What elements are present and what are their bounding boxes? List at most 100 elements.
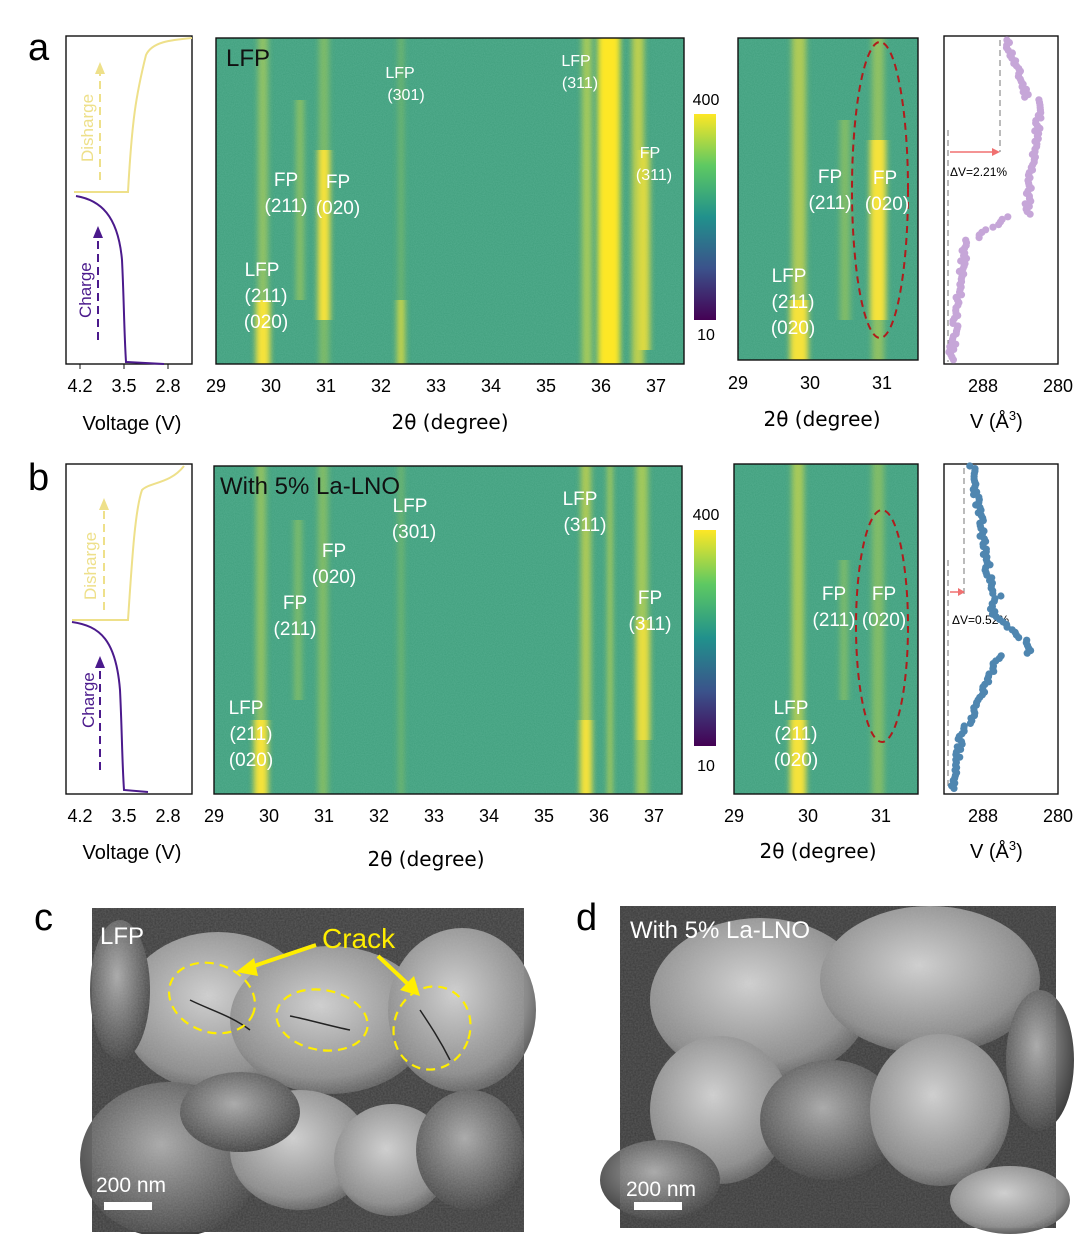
crack-arrowhead [236,958,258,976]
x-tick: 31 [872,373,892,393]
panel-letter: b [28,457,49,499]
peak-label-line: (211) [772,292,815,313]
peak-label-line: (211) [775,724,818,745]
voltage-tick: 3.5 [111,376,136,396]
peak-label-line: LFP [245,260,280,281]
peak-label-line: FP [326,172,350,193]
panel-letter: c [34,897,53,939]
peak-label: LFP (211) (020) [229,698,274,771]
charge-arrowhead [95,656,105,668]
voltage-profile: Disharge Charge 4.2 3.5 2.8 Voltage (V) [65,463,193,864]
voltage-profile: Disharge Charge 4.2 3.5 2.8 Voltage (V) [65,35,193,435]
volume-tick: 280 [1043,806,1073,826]
discharge-arrowhead [95,62,105,74]
zoom-peak-label: FP (020) [862,584,906,631]
x-tick: 31 [871,806,891,826]
x-tick: 31 [316,376,336,396]
peak-label: FP (020) [316,172,360,219]
highlight-ellipse [855,509,909,743]
peak-label-line: LFP [561,53,590,70]
peak-label-line: (020) [316,198,360,219]
voltage-axis-label: Voltage (V) [83,413,182,435]
peak-label-line: LFP [229,698,264,719]
discharge-arrowhead [99,498,109,510]
voltage-axis-label: Voltage (V) [83,842,182,864]
peak-label-line: LFP [385,65,414,82]
colorbar-min: 10 [697,758,715,775]
peak-label: FP (211) [274,593,317,640]
heatmap-title: With 5% La-LNO [220,473,400,500]
peak-label-line: (020) [229,750,273,771]
volume-point [1015,634,1023,642]
peak-label: LFP (301) [392,496,436,543]
x-tick: 30 [261,376,281,396]
zoom-peak-label: FP (020) [865,168,909,215]
discharge-label: Disharge [81,532,100,600]
x-tick: 35 [536,376,556,396]
x-tick: 37 [644,806,664,826]
peak-label: FP (311) [629,588,672,635]
discharge-label: Disharge [78,94,97,162]
peak-label: LFP (211) (020) [244,260,288,333]
zoom-heatmap: FP (211) FP (020) LFP (211) (020) 29 30 … [724,463,919,863]
volume-point [957,291,966,299]
peak-label-line: FP [822,584,846,605]
crack-highlight [392,985,472,1071]
x-tick: 30 [798,806,818,826]
zoom-x-axis-label: 2θ (degree) [759,839,876,863]
zoom-bands [790,464,884,794]
xrd-heatmap: With 5% La-LNO LFP (301) LFP (311) FP (3… [204,465,683,871]
x-tick: 34 [479,806,499,826]
volume-point [950,784,958,793]
delta-v-label: ΔV=2.21% [950,165,1007,179]
x-tick: 34 [481,376,501,396]
watermark: 大数据境 [12,1204,92,1227]
heatmap-frame [215,37,685,365]
voltage-tick: 2.8 [155,806,180,826]
zoom-x-axis: 29 30 31 [724,806,891,826]
colorbar-gradient [694,530,716,746]
charge-arrowhead [93,226,103,238]
volume-point [995,221,1003,229]
peak-label: LFP (311) [561,53,598,92]
peak-label-line: (211) [230,724,273,745]
zoom-heatmap: FP (211) FP (020) LFP (211) (020) 29 30 … [728,37,919,431]
crack-highlight [275,988,369,1052]
volume-tick: 288 [968,806,998,826]
x-tick: 36 [589,806,609,826]
volume-plot-frame [943,35,1059,365]
peak-label-line: (211) [809,193,852,214]
charge-label: Charge [76,262,95,318]
peak-label-line: LFP [774,698,809,719]
charge-curve [75,195,165,365]
crack-line [289,1015,351,1031]
crack-arrow [247,943,317,970]
crack-label: Crack [322,923,396,954]
panel-letter: d [576,897,597,939]
discharge-curve [74,37,193,193]
colorbar-max: 400 [693,507,720,524]
colorbar-max: 400 [693,92,720,109]
delta-arrowhead [958,588,965,596]
volume-points [945,36,1045,364]
x-tick: 29 [728,373,748,393]
sem-title: With 5% La-LNO [630,917,810,944]
zoom-heatmap-frame [737,37,919,361]
x-tick: 32 [371,376,391,396]
peak-label-line: FP [872,584,896,605]
peak-label: LFP (301) [385,65,424,104]
scale-bar-label: 200 nm [626,1178,696,1201]
sem-image-lfp: Crack LFP 200 nm 大数据境 [12,908,536,1234]
peak-label: LFP (311) [563,489,607,536]
diffraction-bands [256,38,650,364]
scale-bar [104,1202,152,1210]
zoom-heatmap-noise [738,38,918,360]
zoom-heatmap-frame [733,463,919,795]
zoom-peak-label: LFP (211) (020) [774,698,819,771]
peak-label: FP (020) [312,541,356,588]
zoom-heatmap-noise [734,464,918,794]
peak-label-line: FP [640,145,660,162]
delta-arrowhead [992,148,1000,156]
x-tick: 35 [534,806,554,826]
